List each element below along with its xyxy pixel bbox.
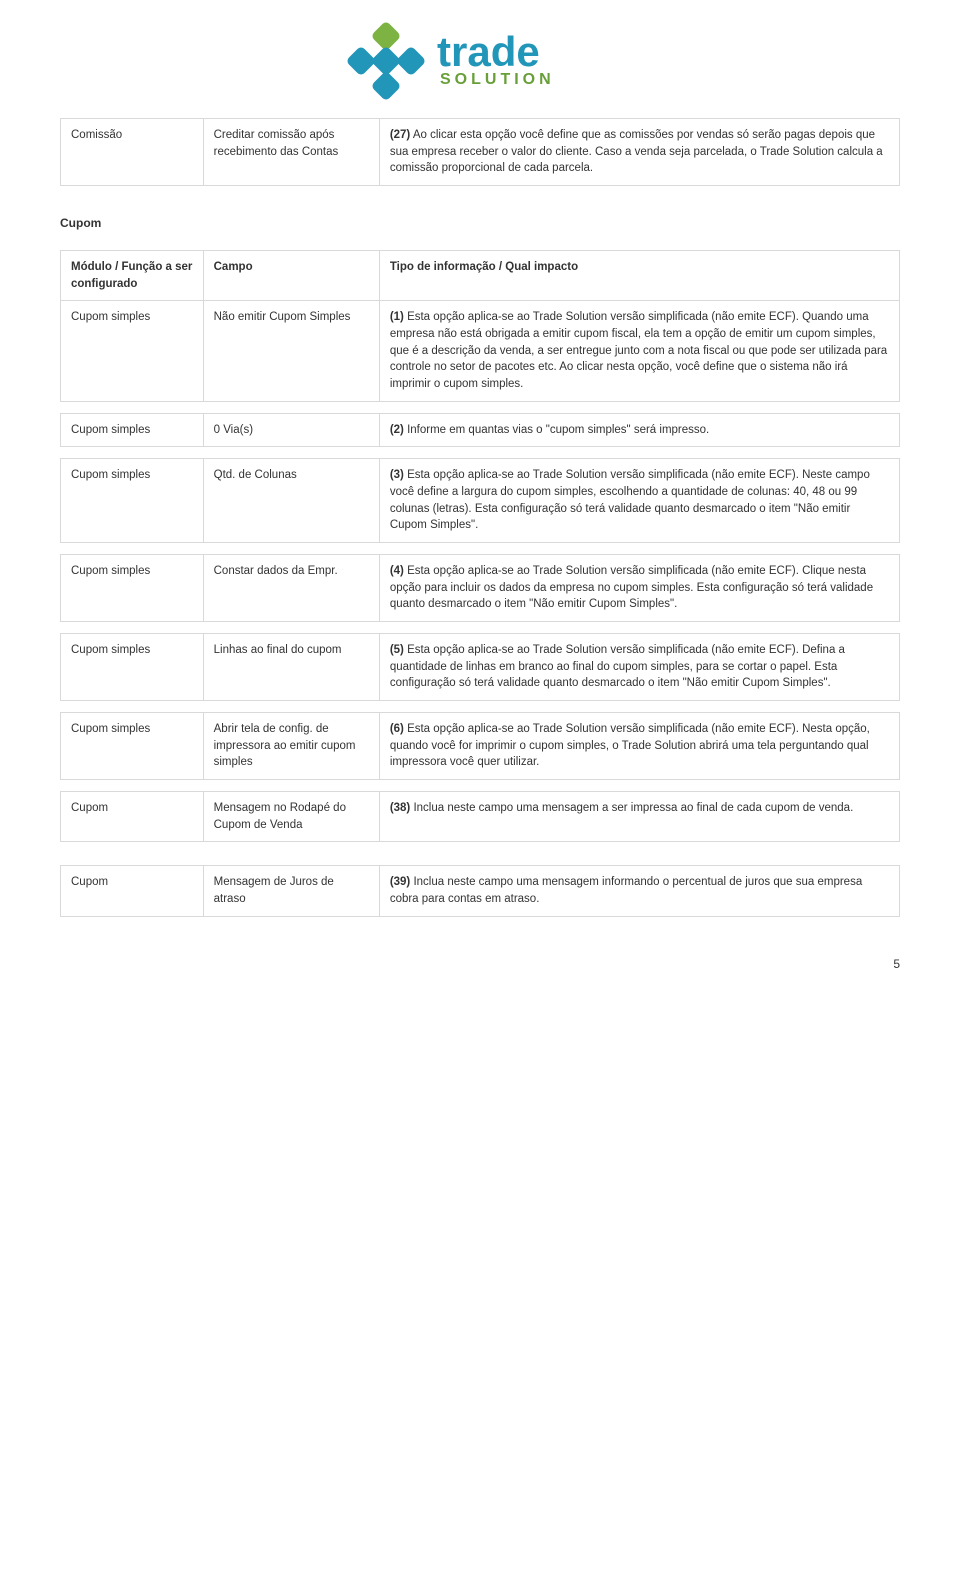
cell-campo: Qtd. de Colunas [203, 459, 379, 543]
row-text: Inclua neste campo uma mensagem a ser im… [410, 802, 853, 814]
row-number: (38) [390, 802, 410, 814]
row-text: Inclua neste campo uma mensagem informan… [390, 876, 862, 905]
cell-module: Cupom simples [61, 634, 204, 701]
trade-solution-logo: trade SOLUTION [345, 20, 615, 100]
page-number: 5 [60, 957, 900, 971]
cell-module: Comissão [61, 119, 204, 186]
cell-desc: (3) Esta opção aplica-se ao Trade Soluti… [379, 459, 899, 543]
row-text: Esta opção aplica-se ao Trade Solution v… [390, 469, 870, 531]
table-row: Cupom simples Linhas ao final do cupom (… [61, 634, 900, 701]
table-row: Cupom Mensagem no Rodapé do Cupom de Ven… [61, 792, 900, 842]
cell-desc: (1) Esta opção aplica-se ao Trade Soluti… [379, 301, 899, 401]
cell-module: Cupom simples [61, 459, 204, 543]
row-text: Esta opção aplica-se ao Trade Solution v… [390, 644, 845, 689]
header-desc: Tipo de informação / Qual impacto [379, 251, 899, 301]
cell-desc: (39) Inclua neste campo uma mensagem inf… [379, 866, 899, 916]
row-number: (27) [390, 129, 410, 141]
section-title-cupom: Cupom [60, 216, 900, 230]
row-number: (39) [390, 876, 410, 888]
cell-module: Cupom [61, 866, 204, 916]
table-header-row: Módulo / Função a ser configurado Campo … [61, 251, 900, 301]
table-row: Cupom simples Constar dados da Empr. (4)… [61, 555, 900, 622]
header-campo: Campo [203, 251, 379, 301]
row-number: (1) [390, 311, 404, 323]
cell-desc: (4) Esta opção aplica-se ao Trade Soluti… [379, 555, 899, 622]
cupom-table: Módulo / Função a ser configurado Campo … [60, 250, 900, 917]
row-number: (4) [390, 565, 404, 577]
table-row: Cupom simples Qtd. de Colunas (3) Esta o… [61, 459, 900, 543]
cell-module: Cupom simples [61, 713, 204, 780]
row-text: Esta opção aplica-se ao Trade Solution v… [390, 565, 873, 610]
row-number: (5) [390, 644, 404, 656]
cell-desc: (6) Esta opção aplica-se ao Trade Soluti… [379, 713, 899, 780]
cell-campo: Abrir tela de config. de impressora ao e… [203, 713, 379, 780]
cell-desc: (38) Inclua neste campo uma mensagem a s… [379, 792, 899, 842]
row-text: Esta opção aplica-se ao Trade Solution v… [390, 311, 887, 390]
cell-campo: Linhas ao final do cupom [203, 634, 379, 701]
cell-campo: Creditar comissão após recebimento das C… [203, 119, 379, 186]
table-row: Comissão Creditar comissão após recebime… [61, 119, 900, 186]
table-row: Cupom Mensagem de Juros de atraso (39) I… [61, 866, 900, 916]
cell-campo: 0 Via(s) [203, 413, 379, 447]
cell-desc: (27) Ao clicar esta opção você define qu… [379, 119, 899, 186]
comissao-table: Comissão Creditar comissão após recebime… [60, 118, 900, 186]
table-row: Cupom simples 0 Via(s) (2) Informe em qu… [61, 413, 900, 447]
cell-module: Cupom simples [61, 413, 204, 447]
cell-campo: Não emitir Cupom Simples [203, 301, 379, 401]
logo-area: trade SOLUTION [60, 20, 900, 103]
row-number: (6) [390, 723, 404, 735]
cell-desc: (2) Informe em quantas vias o "cupom sim… [379, 413, 899, 447]
row-number: (2) [390, 424, 404, 436]
cell-campo: Constar dados da Empr. [203, 555, 379, 622]
cell-campo: Mensagem de Juros de atraso [203, 866, 379, 916]
cell-module: Cupom simples [61, 301, 204, 401]
row-text: Esta opção aplica-se ao Trade Solution v… [390, 723, 870, 768]
cell-module: Cupom [61, 792, 204, 842]
cell-campo: Mensagem no Rodapé do Cupom de Venda [203, 792, 379, 842]
row-text: Ao clicar esta opção você define que as … [390, 129, 883, 174]
header-module: Módulo / Função a ser configurado [61, 251, 204, 301]
table-row: Cupom simples Não emitir Cupom Simples (… [61, 301, 900, 401]
svg-text:SOLUTION: SOLUTION [440, 71, 555, 88]
row-number: (3) [390, 469, 404, 481]
cell-module: Cupom simples [61, 555, 204, 622]
table-row: Cupom simples Abrir tela de config. de i… [61, 713, 900, 780]
row-text: Informe em quantas vias o "cupom simples… [404, 424, 709, 436]
svg-text:trade: trade [437, 28, 540, 75]
cell-desc: (5) Esta opção aplica-se ao Trade Soluti… [379, 634, 899, 701]
